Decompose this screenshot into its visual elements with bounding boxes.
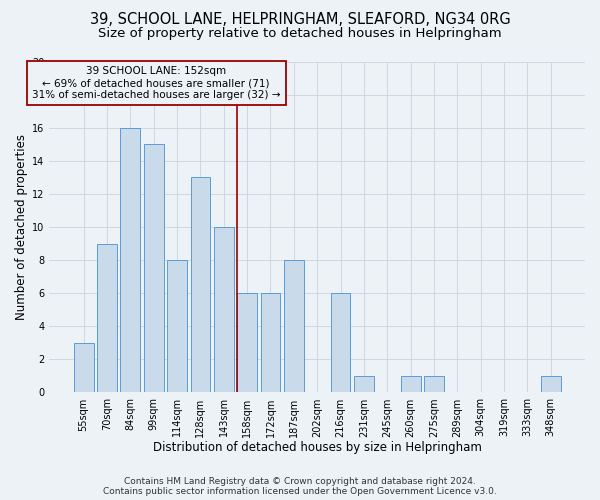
- Bar: [214, 227, 234, 392]
- Bar: [331, 293, 350, 392]
- Text: 39 SCHOOL LANE: 152sqm
← 69% of detached houses are smaller (71)
31% of semi-det: 39 SCHOOL LANE: 152sqm ← 69% of detached…: [32, 66, 280, 100]
- Bar: [401, 376, 421, 392]
- Bar: [541, 376, 560, 392]
- Bar: [260, 293, 280, 392]
- Bar: [74, 343, 94, 392]
- Bar: [284, 260, 304, 392]
- Bar: [121, 128, 140, 392]
- Bar: [237, 293, 257, 392]
- Text: Contains HM Land Registry data © Crown copyright and database right 2024.
Contai: Contains HM Land Registry data © Crown c…: [103, 476, 497, 496]
- Y-axis label: Number of detached properties: Number of detached properties: [15, 134, 28, 320]
- Bar: [97, 244, 117, 392]
- Text: 39, SCHOOL LANE, HELPRINGHAM, SLEAFORD, NG34 0RG: 39, SCHOOL LANE, HELPRINGHAM, SLEAFORD, …: [89, 12, 511, 28]
- Bar: [354, 376, 374, 392]
- Text: Size of property relative to detached houses in Helpringham: Size of property relative to detached ho…: [98, 28, 502, 40]
- Bar: [191, 178, 211, 392]
- X-axis label: Distribution of detached houses by size in Helpringham: Distribution of detached houses by size …: [153, 441, 482, 454]
- Bar: [424, 376, 444, 392]
- Bar: [167, 260, 187, 392]
- Bar: [144, 144, 164, 392]
